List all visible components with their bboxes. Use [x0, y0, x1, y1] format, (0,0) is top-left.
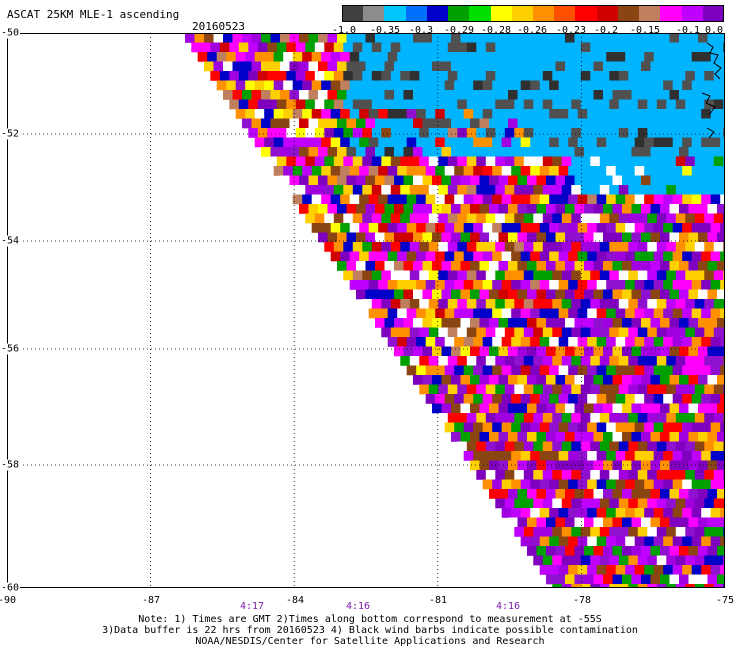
- colorbar-swatch: [702, 5, 725, 22]
- longitude-tick: -78: [572, 595, 592, 606]
- colorbar-swatch: [448, 5, 470, 22]
- time-label: 4:16: [345, 601, 371, 612]
- colorbar-label: -0.3: [408, 25, 434, 36]
- time-label: 4:16: [495, 601, 521, 612]
- colorbar-label: -0.15: [629, 25, 661, 36]
- colorbar-swatch: [660, 5, 683, 22]
- latitude-tick: -54: [0, 235, 21, 247]
- colorbar-swatch: [342, 5, 364, 22]
- latitude-tick: -60: [0, 582, 21, 594]
- longitude-tick: -84: [285, 595, 305, 606]
- note-line-3: NOAA/NESDIS/Center for Satellite Applica…: [195, 636, 545, 647]
- coastline: [701, 42, 722, 139]
- colorbar-swatch: [469, 5, 492, 22]
- time-label: 4:17: [239, 601, 265, 612]
- longitude-tick: -75: [715, 595, 735, 606]
- footer-notes: Note: 1) Times are GMT 2)Times along bot…: [0, 614, 740, 647]
- latitude-tick: -52: [0, 128, 21, 140]
- colorbar-label: -0.28: [480, 25, 512, 36]
- map-frame: [7, 33, 725, 588]
- longitude-tick: -87: [141, 595, 161, 606]
- latitude-tick: -58: [0, 459, 21, 471]
- colorbar-swatch: [363, 5, 385, 22]
- colorbar-label: -0.23: [555, 25, 587, 36]
- colorbar-label: -1.0: [331, 25, 357, 36]
- map-plot: [7, 33, 725, 588]
- colorbar-swatch: [617, 5, 640, 22]
- map-date: 20160523: [192, 20, 245, 33]
- colorbar-swatch: [639, 5, 661, 22]
- colorbar-swatch: [426, 5, 449, 22]
- colorbar-swatch: [575, 5, 598, 22]
- colorbar-swatch: [384, 5, 407, 22]
- longitude-tick: -90: [0, 595, 17, 606]
- colorbar-label: -0.29: [443, 25, 475, 36]
- swath-svg: [7, 33, 725, 588]
- colorbar-label: -0.35: [369, 25, 401, 36]
- colorbar: [342, 5, 725, 22]
- colorbar-swatch: [681, 5, 704, 22]
- colorbar-label: -0.2: [593, 25, 619, 36]
- note-line-2: 3)Data buffer is 22 hrs from 20160523 4)…: [102, 625, 638, 636]
- colorbar-swatch: [405, 5, 428, 22]
- colorbar-label: -0.26: [516, 25, 548, 36]
- colorbar-label: -0.1: [675, 25, 701, 36]
- latitude-tick: -56: [0, 343, 21, 355]
- note-line-1: Note: 1) Times are GMT 2)Times along bot…: [138, 614, 602, 625]
- colorbar-swatch: [533, 5, 555, 22]
- colorbar-swatch: [511, 5, 534, 22]
- longitude-tick: -81: [428, 595, 448, 606]
- colorbar-swatch: [490, 5, 513, 22]
- colorbar-label: 0.0: [704, 25, 724, 36]
- map-title: ASCAT 25KM MLE-1 ascending: [7, 8, 180, 21]
- latitude-tick: -50: [0, 27, 21, 39]
- colorbar-swatch: [554, 5, 576, 22]
- colorbar-swatch: [596, 5, 619, 22]
